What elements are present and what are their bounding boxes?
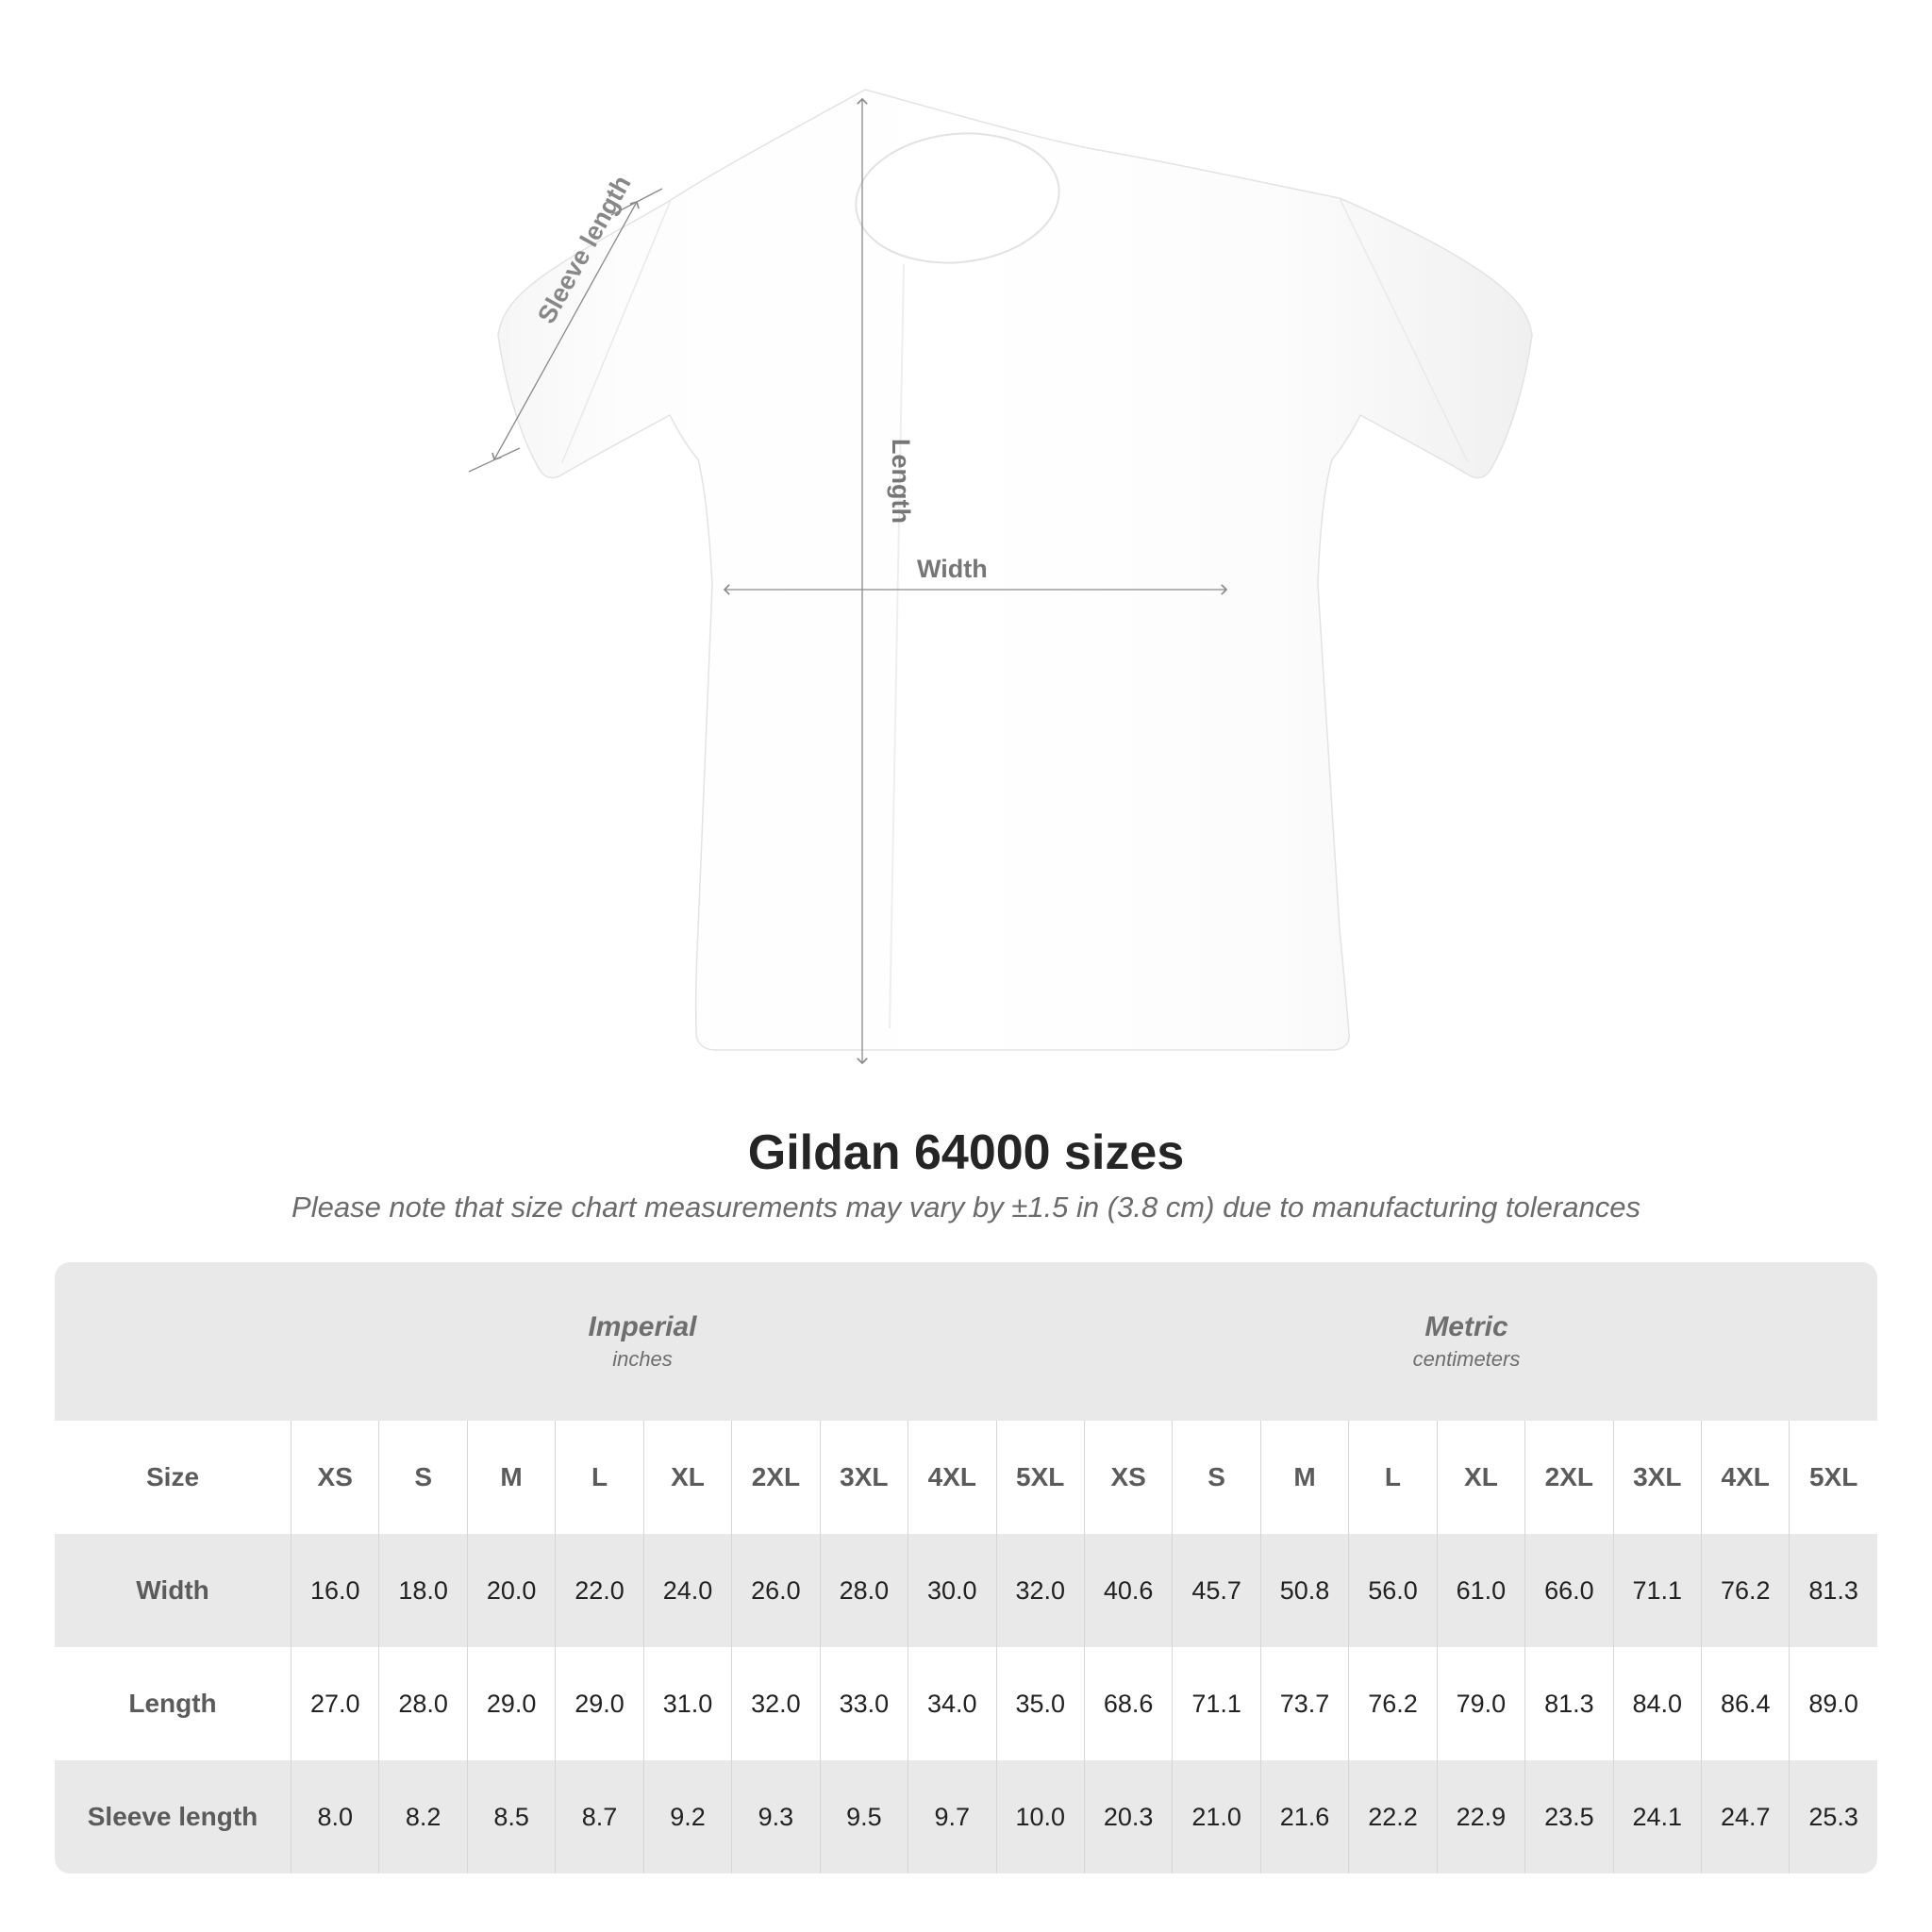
svg-text:Length: Length <box>887 439 915 524</box>
svg-text:Width: Width <box>917 555 988 583</box>
